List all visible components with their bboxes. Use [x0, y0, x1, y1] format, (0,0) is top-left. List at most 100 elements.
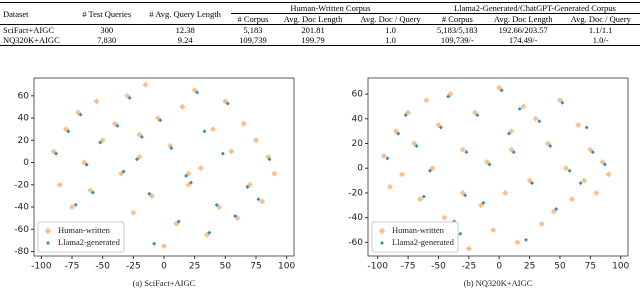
point [166, 142, 174, 150]
legend-marker [380, 241, 384, 245]
y-tick-label: -20 [348, 188, 363, 198]
point [258, 198, 266, 205]
group-header: Llama2-Generated/ChatGPT-Generated Corpu… [429, 2, 640, 14]
cell: 5,183/5,183 [437, 25, 478, 35]
cell: 1.0/- [592, 35, 609, 45]
point [221, 97, 229, 105]
y-tick-label: -80 [14, 247, 29, 257]
point [127, 96, 132, 101]
point [599, 158, 606, 166]
y-tick-label: 60 [352, 90, 364, 100]
x-tick-label: 0 [496, 262, 502, 272]
point [62, 125, 70, 133]
point [123, 92, 131, 100]
point [459, 146, 467, 154]
plot-frame [367, 77, 629, 257]
point [489, 226, 497, 234]
point [605, 170, 613, 178]
point [574, 121, 582, 129]
y-tick-label: -40 [14, 203, 29, 213]
x-tick-label: -25 [126, 262, 141, 272]
point [567, 168, 572, 173]
table-body: SciFact+AIGC 300 12.38 5,183 201.81 1.0 5,183/… [0, 25, 640, 46]
point [227, 147, 235, 155]
cell: 201.81 [301, 25, 325, 35]
point [396, 131, 401, 136]
point [220, 151, 225, 156]
col-header: Avg. Doc Length [283, 14, 343, 24]
point [511, 150, 516, 155]
point [73, 202, 78, 207]
col-header: # Corpus [237, 14, 269, 24]
point [267, 157, 272, 162]
x-tick-label: -50 [431, 262, 446, 272]
point [115, 123, 120, 128]
y-tick-label: 0 [357, 164, 363, 174]
point [560, 100, 565, 105]
cell: NQ320K+AIGC [3, 35, 60, 45]
cell: 199.79 [301, 35, 325, 45]
point [184, 173, 189, 178]
point [256, 197, 261, 202]
point [495, 84, 503, 92]
point [78, 112, 83, 117]
x-tick-label: 100 [612, 262, 629, 272]
point [135, 157, 140, 162]
point [458, 231, 463, 236]
legend-label: Human-written [58, 225, 111, 235]
point [252, 136, 260, 144]
cell: 1.1/1.1 [588, 25, 613, 35]
point [385, 156, 390, 161]
point [414, 143, 419, 148]
point [520, 102, 527, 110]
point [245, 185, 250, 190]
point [68, 203, 76, 211]
group-header: Human-Written Corpus [231, 2, 430, 14]
point [160, 242, 168, 250]
point [90, 190, 95, 195]
point [548, 143, 553, 148]
point [422, 96, 430, 104]
point [147, 191, 152, 196]
point [471, 109, 479, 117]
point [202, 129, 207, 134]
x-tick-label: 75 [585, 262, 596, 272]
cell: 7,830 [97, 35, 117, 45]
cell: 174.49/- [508, 35, 538, 45]
cell: 1.0 [385, 35, 396, 45]
point [427, 168, 432, 173]
point [154, 114, 162, 122]
point [584, 125, 589, 130]
point [139, 134, 144, 139]
legend-label: Llama2-generated [58, 237, 121, 247]
point [556, 96, 564, 104]
point [532, 115, 540, 123]
point [499, 88, 504, 93]
point [197, 164, 205, 172]
plot-frame [33, 77, 295, 257]
point [421, 194, 426, 199]
point [554, 207, 559, 212]
point [446, 94, 451, 99]
point [121, 169, 126, 174]
col-header: # Corpus [441, 14, 473, 24]
point [578, 181, 583, 186]
cell: SciFact+AIGC [3, 25, 55, 35]
point [544, 140, 552, 147]
point [513, 238, 521, 246]
point [152, 241, 157, 246]
point [207, 230, 212, 235]
point [380, 152, 388, 160]
x-tick-label: 75 [250, 262, 261, 272]
point [98, 140, 103, 145]
point [225, 101, 230, 106]
cell: 300 [100, 25, 114, 35]
caption: (b) NQ320K+AIGC [464, 278, 533, 288]
x-tick-label: -75 [401, 262, 416, 272]
point [403, 113, 408, 118]
point [135, 131, 143, 139]
x-tick-label: -75 [65, 262, 80, 272]
legend-label: Llama2-generated [392, 237, 455, 247]
point [86, 186, 94, 194]
